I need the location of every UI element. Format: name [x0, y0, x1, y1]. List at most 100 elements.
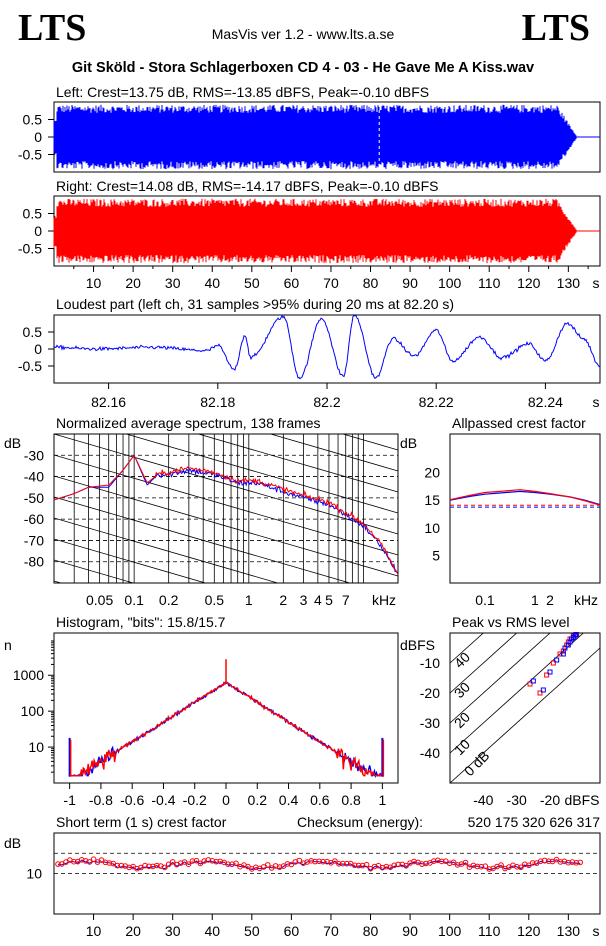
- waveform-trace: [53, 198, 577, 264]
- peak-rms-point-1: [560, 651, 566, 657]
- diagonal-label: 40: [451, 649, 473, 671]
- spectrum-ylabel: dB: [4, 435, 21, 451]
- y-tick-label: 1000: [13, 667, 44, 683]
- peak-rms-point-0: [537, 690, 543, 696]
- x-tick-label: 70: [323, 923, 339, 939]
- x-tick-label: -1: [63, 792, 76, 808]
- x-tick-label: 30: [165, 923, 181, 939]
- x-tick-label: -0.6: [120, 792, 144, 808]
- y-tick-label: 0.5: [23, 324, 43, 340]
- short-crest-point: [351, 862, 358, 869]
- short-crest-point: [213, 858, 219, 865]
- short-crest-point: [146, 863, 152, 870]
- y-tick-label: 10: [424, 520, 440, 536]
- short-crest-point: [189, 858, 196, 864]
- peak-rms-point-1: [530, 678, 536, 684]
- x-unit-label: kHz: [574, 592, 598, 608]
- short-crest-point: [225, 861, 231, 868]
- x-tick-label: 100: [438, 923, 462, 939]
- short-crest-point: [185, 861, 192, 868]
- y-tick-label: 100: [21, 703, 45, 719]
- short-crest-left-line: [57, 859, 581, 872]
- crest-frame: [449, 433, 601, 584]
- x-tick-label: 4: [314, 592, 322, 608]
- short-crest-point: [529, 860, 536, 866]
- x-tick-label: 30: [165, 275, 181, 291]
- short-crest-point: [462, 859, 469, 866]
- y-tick-label: 20: [424, 465, 440, 481]
- short-crest-point: [557, 859, 564, 865]
- short-crest-point: [474, 863, 481, 870]
- spectrum-diagonal: [124, 434, 398, 514]
- short-crest-point: [154, 862, 160, 869]
- y-tick-label: -70: [24, 532, 44, 548]
- short-crest-point: [514, 864, 520, 870]
- y-tick-label: 5: [432, 547, 440, 563]
- short-crest-point: [55, 861, 61, 867]
- x-tick-label: 80: [363, 923, 379, 939]
- short-crest-point: [264, 862, 271, 868]
- x-tick-label: 82.22: [419, 394, 454, 410]
- y-tick-label: -0.5: [18, 358, 42, 374]
- short-crest-point: [371, 863, 378, 870]
- short-crest-ylabel: dB: [4, 835, 21, 851]
- short-crest-point: [233, 860, 239, 867]
- spectrum-diagonal: [54, 559, 135, 583]
- y-tick-label: 10: [28, 739, 44, 755]
- crest-series-1: [449, 489, 601, 506]
- short-crest-point: [332, 858, 338, 864]
- short-crest-point: [498, 862, 504, 868]
- x-tick-label: -20: [540, 792, 560, 808]
- short-crest-point: [193, 857, 200, 864]
- x-tick-label: 120: [517, 275, 541, 291]
- x-tick-label: 0.1: [475, 592, 495, 608]
- spectrum-grid: [54, 434, 398, 583]
- peak-rms-point-1: [554, 657, 560, 663]
- short-crest-point: [391, 862, 398, 869]
- short-crest-point: [395, 861, 402, 868]
- spectrum-diagonal: [54, 517, 280, 583]
- peak-rms-point-1: [562, 645, 568, 651]
- short-crest-point: [106, 860, 113, 866]
- short-crest-point: [320, 858, 326, 865]
- x-tick-label: 0.8: [341, 792, 361, 808]
- x-tick-label: -0.8: [89, 792, 113, 808]
- diagonal-label: 20: [451, 709, 473, 731]
- x-tick-label: 50: [244, 923, 260, 939]
- short-crest-point: [308, 858, 315, 864]
- short-crest-title: Short term (1 s) crest factor: [56, 814, 227, 830]
- short-crest-point: [165, 861, 172, 868]
- histogram-title: Histogram, "bits": 15.8/15.7: [56, 614, 226, 630]
- loudest-title: Loudest part (left ch, 31 samples >95% d…: [56, 296, 454, 312]
- x-tick-label: -30: [507, 792, 527, 808]
- histogram-trace: [69, 681, 383, 779]
- x-tick-label: 0.1: [124, 592, 144, 608]
- peak-rms-frame: [449, 632, 601, 784]
- x-tick-label: 40: [204, 275, 220, 291]
- x-tick-label: 1: [531, 592, 539, 608]
- x-unit-label: kHz: [372, 592, 396, 608]
- peak-rms-ylabel: dBFS: [400, 637, 435, 653]
- y-tick-label: 0.5: [23, 112, 43, 128]
- peak-rms-diagonal: [450, 647, 600, 783]
- x-tick-label: 100: [438, 275, 462, 291]
- short-crest-point: [288, 861, 295, 868]
- x-tick-label: 130: [557, 923, 581, 939]
- x-tick-label: 3: [300, 592, 308, 608]
- short-crest-point: [565, 859, 572, 866]
- y-tick-label: -40: [24, 469, 44, 485]
- short-crest-point: [162, 864, 168, 871]
- x-tick-label: 0.4: [279, 792, 299, 808]
- x-tick-label: 1: [378, 792, 386, 808]
- x-tick-label: 60: [284, 275, 300, 291]
- spectrum-diagonal: [54, 434, 398, 535]
- short-crest-point: [209, 858, 216, 864]
- crest-ylabel: dB: [400, 435, 417, 451]
- short-crest-point: [284, 861, 291, 867]
- short-crest-point: [423, 860, 429, 867]
- short-crest-point: [450, 859, 457, 866]
- checksum-value: 520 175 320 626 317: [468, 814, 601, 830]
- short-crest-point: [518, 864, 524, 871]
- logo-left: LTS: [18, 7, 87, 49]
- short-crest-point: [537, 858, 544, 865]
